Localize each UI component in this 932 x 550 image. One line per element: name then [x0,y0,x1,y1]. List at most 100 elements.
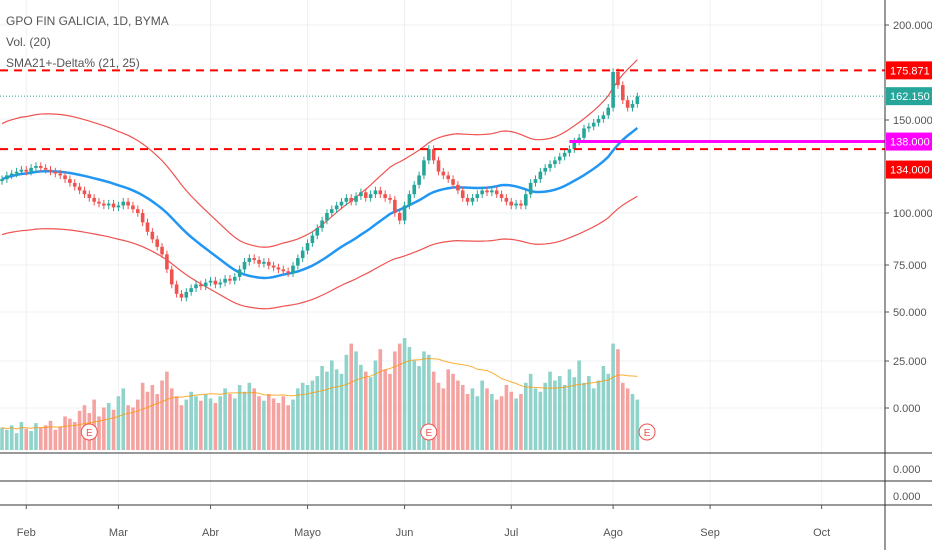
upper-band-line [1,59,638,248]
volume-bar [252,388,256,450]
candle [577,137,581,142]
volume-bar [126,405,130,450]
candle [601,115,606,119]
candle [92,197,96,202]
earnings-marker-icon [638,423,656,441]
candle [247,258,252,262]
candle [24,169,29,172]
volume-bar [92,399,96,450]
volume-legend: Vol. (20) [6,35,51,49]
candle [514,203,518,206]
volume-bar [456,380,460,450]
volume-bar [106,402,111,450]
volume-bar [616,349,620,450]
volume-bar [145,391,150,450]
price-label-tag [886,160,932,179]
candle [262,261,266,264]
candle [140,213,145,223]
price-tick-label: 100.000 [893,208,932,220]
volume-bar [562,385,567,450]
price-tick-label: 25.000 [893,356,927,368]
volume-bar [451,373,455,450]
candle [218,282,223,285]
candle [339,201,344,206]
volume-bar [97,416,101,450]
volume-bar [514,398,518,450]
candle [184,291,189,298]
candle [397,213,402,221]
volume-bar [257,396,261,450]
candle [567,149,572,153]
volume-bar [121,388,126,450]
candle [587,126,591,129]
candle [393,199,397,213]
earnings-marker-label: E [644,428,651,439]
candle [19,169,24,172]
earnings-marker-label: E [86,428,93,439]
candle [325,213,329,221]
volume-bar [470,388,475,450]
candle [557,156,562,161]
volume-bar [72,422,77,450]
candle [635,96,640,104]
candle [485,190,489,193]
candle [87,194,92,198]
volume-bar [431,371,436,450]
price-label-tag [886,132,932,151]
volume-bar [208,398,213,450]
volume-bar [407,346,412,450]
earnings-marker-icon [420,423,438,441]
candle [106,203,111,206]
candle [237,269,242,277]
volume-bar [53,429,58,450]
candle [509,201,514,206]
candle [412,184,417,195]
volume-bar [77,410,82,450]
volume-bar [14,433,19,450]
candle [572,141,577,150]
volume-bar [281,396,286,450]
volume-bar [199,400,203,450]
volume-bar [557,376,562,450]
volume-bar [247,382,252,450]
candle [344,197,349,202]
candle [271,265,276,268]
volume-bar [524,382,528,450]
candle [111,203,116,208]
volume-bar [0,427,4,450]
candle [68,179,72,183]
candle [402,205,407,221]
candle [208,280,213,283]
price-label-text: 138.000 [890,137,930,149]
volume-bar [136,399,140,450]
volume-bar [233,398,237,450]
volume-bar [63,416,67,450]
candle [519,203,523,206]
volume-bar [427,354,431,450]
volume-bar [572,377,577,450]
volume-bar [494,399,499,450]
volume-bar [174,396,179,450]
volume-bar [24,428,29,450]
candle [596,119,601,123]
candle [625,100,630,108]
price-label-text: 162.150 [890,91,930,103]
volume-bar [58,426,62,450]
volume-bar [354,351,358,450]
candle [5,175,9,180]
candle [199,284,203,287]
volume-bar [567,369,572,450]
candle [160,246,164,255]
volume-bar [300,382,305,450]
volume-bar [296,388,300,450]
candle [34,166,38,168]
candle [296,258,300,266]
candle [383,194,387,198]
volume-bar [271,398,276,450]
candle [121,201,126,206]
candle [315,228,320,236]
volume-bar [543,382,547,450]
candle [228,278,232,281]
candle [606,107,611,116]
